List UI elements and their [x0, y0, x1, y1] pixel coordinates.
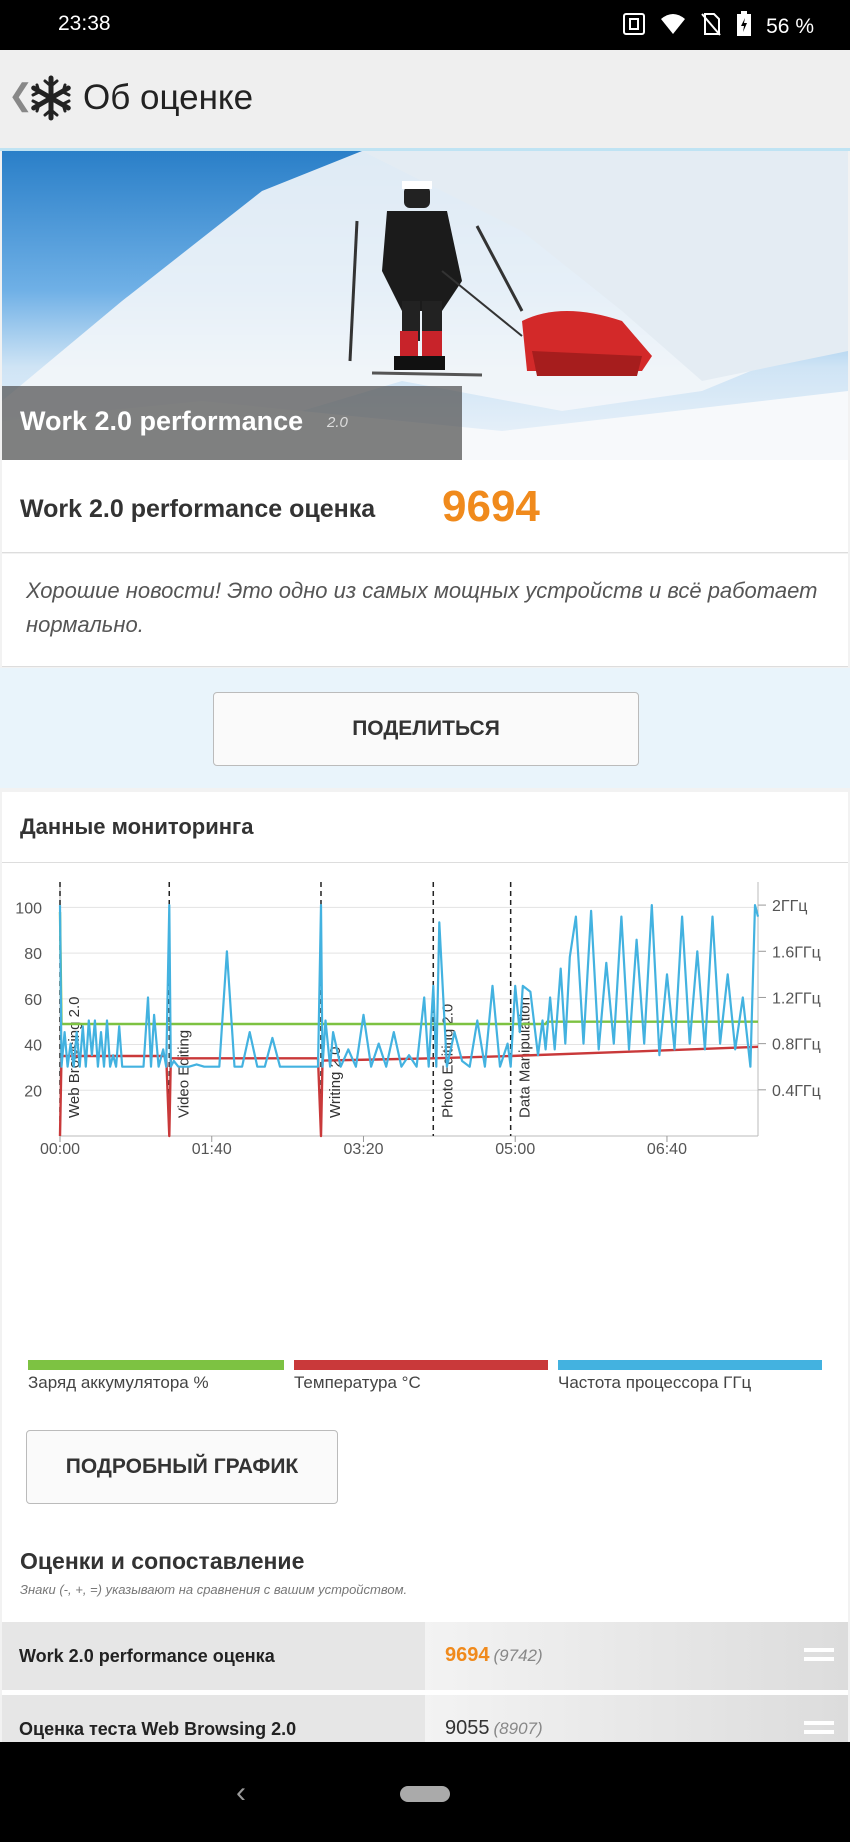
- equal-sign-icon: [804, 1648, 834, 1661]
- legend-label-cpu: Частота процессора ГГц: [558, 1373, 752, 1392]
- legend-swatch-battery: [28, 1360, 284, 1370]
- row-score: 9055: [445, 1717, 490, 1739]
- comparison-row[interactable]: Work 2.0 performance оценка 9694 (9742): [2, 1622, 848, 1690]
- y-tick-label: 60: [24, 992, 42, 1009]
- series-line: [58, 903, 760, 1068]
- no-sim-icon: [700, 12, 722, 42]
- series-line: [58, 1045, 759, 1138]
- x-tick-label: 01:40: [192, 1141, 232, 1156]
- y-right-tick-label: 1.6ГГц: [772, 944, 821, 961]
- nfc-icon: [622, 12, 646, 42]
- row-compare: (8907): [493, 1719, 543, 1738]
- result-message-card: Хорошие новости! Это одно из самых мощны…: [2, 554, 848, 667]
- status-bar: 23:38 56 %: [0, 0, 850, 50]
- share-button[interactable]: ПОДЕЛИТЬСЯ: [213, 692, 639, 766]
- monitoring-header: Данные мониторинга: [2, 792, 848, 863]
- result-message: Хорошие новости! Это одно из самых мощны…: [26, 578, 818, 637]
- nav-home-pill[interactable]: [400, 1786, 450, 1802]
- hero-illustration: [2, 151, 848, 460]
- battery-percent: 56 %: [766, 15, 814, 38]
- y-right-tick-label: 0.4ГГц: [772, 1083, 821, 1100]
- legend-label-temperature: Температура °C: [294, 1373, 421, 1392]
- y-right-tick-label: 0.8ГГц: [772, 1037, 821, 1054]
- hero-title: Work 2.0 performance: [20, 406, 304, 436]
- hero-version: 2.0: [327, 414, 348, 431]
- y-tick-label: 40: [24, 1038, 42, 1055]
- status-icons: 56 %: [622, 11, 814, 43]
- legend-swatch-temperature: [294, 1360, 548, 1370]
- row-value-cell: 9694 (9742): [425, 1622, 848, 1690]
- row-value: 9055 (8907): [445, 1717, 543, 1740]
- legend-swatch-cpu: [558, 1360, 822, 1370]
- x-tick-label: 03:20: [343, 1141, 383, 1156]
- row-value: 9694 (9742): [445, 1644, 543, 1667]
- row-compare: (9742): [493, 1646, 543, 1665]
- wifi-icon: [660, 13, 686, 41]
- back-chevron-icon[interactable]: ❮: [8, 79, 34, 112]
- row-score: 9694: [445, 1644, 490, 1666]
- monitoring-title: Данные мониторинга: [20, 814, 254, 839]
- hero-caption: Work 2.0 performance 2.0: [2, 386, 462, 460]
- row-label: Work 2.0 performance оценка: [19, 1646, 275, 1666]
- monitoring-chart: Web Browsing 2.0 Video Editing Writing 2.0…: [15, 882, 821, 1156]
- x-tick-label: 06:40: [647, 1141, 687, 1156]
- row-label: Оценка теста Web Browsing 2.0: [19, 1719, 297, 1739]
- nav-back-icon[interactable]: ‹: [236, 1776, 246, 1809]
- section-label: Video Editing: [175, 1030, 192, 1118]
- y-tick-label: 20: [24, 1083, 42, 1100]
- score-value: 9694: [442, 482, 540, 531]
- app-bar: ❮ Об оценке: [0, 50, 850, 151]
- x-tick-label: 00:00: [40, 1141, 80, 1156]
- y-tick-label: 80: [24, 946, 42, 963]
- page-title: Об оценке: [83, 78, 254, 117]
- detailed-chart-button[interactable]: ПОДРОБНЫЙ ГРАФИК: [26, 1430, 338, 1504]
- comparison-note: Знаки (-, +, =) указывают на сравнения с…: [20, 1582, 408, 1597]
- snowflake-logo-icon[interactable]: [28, 75, 74, 126]
- system-nav-bar: ‹: [0, 1742, 850, 1842]
- score-label: Work 2.0 performance оценка: [20, 495, 376, 523]
- y-right-tick-label: 1.2ГГц: [772, 990, 821, 1007]
- score-card: Work 2.0 performance оценка 9694: [2, 460, 848, 553]
- y-tick-label: 100: [15, 900, 42, 917]
- equal-sign-icon: [804, 1721, 834, 1734]
- y-right-tick-label: 2ГГц: [772, 898, 807, 915]
- hero-image: Work 2.0 performance 2.0: [2, 151, 848, 460]
- comparison-title: Оценки и сопоставление: [20, 1548, 305, 1574]
- legend-label-battery: Заряд аккумулятора %: [28, 1373, 209, 1392]
- x-tick-label: 05:00: [495, 1141, 535, 1156]
- battery-icon: [736, 11, 752, 43]
- status-time: 23:38: [58, 12, 111, 35]
